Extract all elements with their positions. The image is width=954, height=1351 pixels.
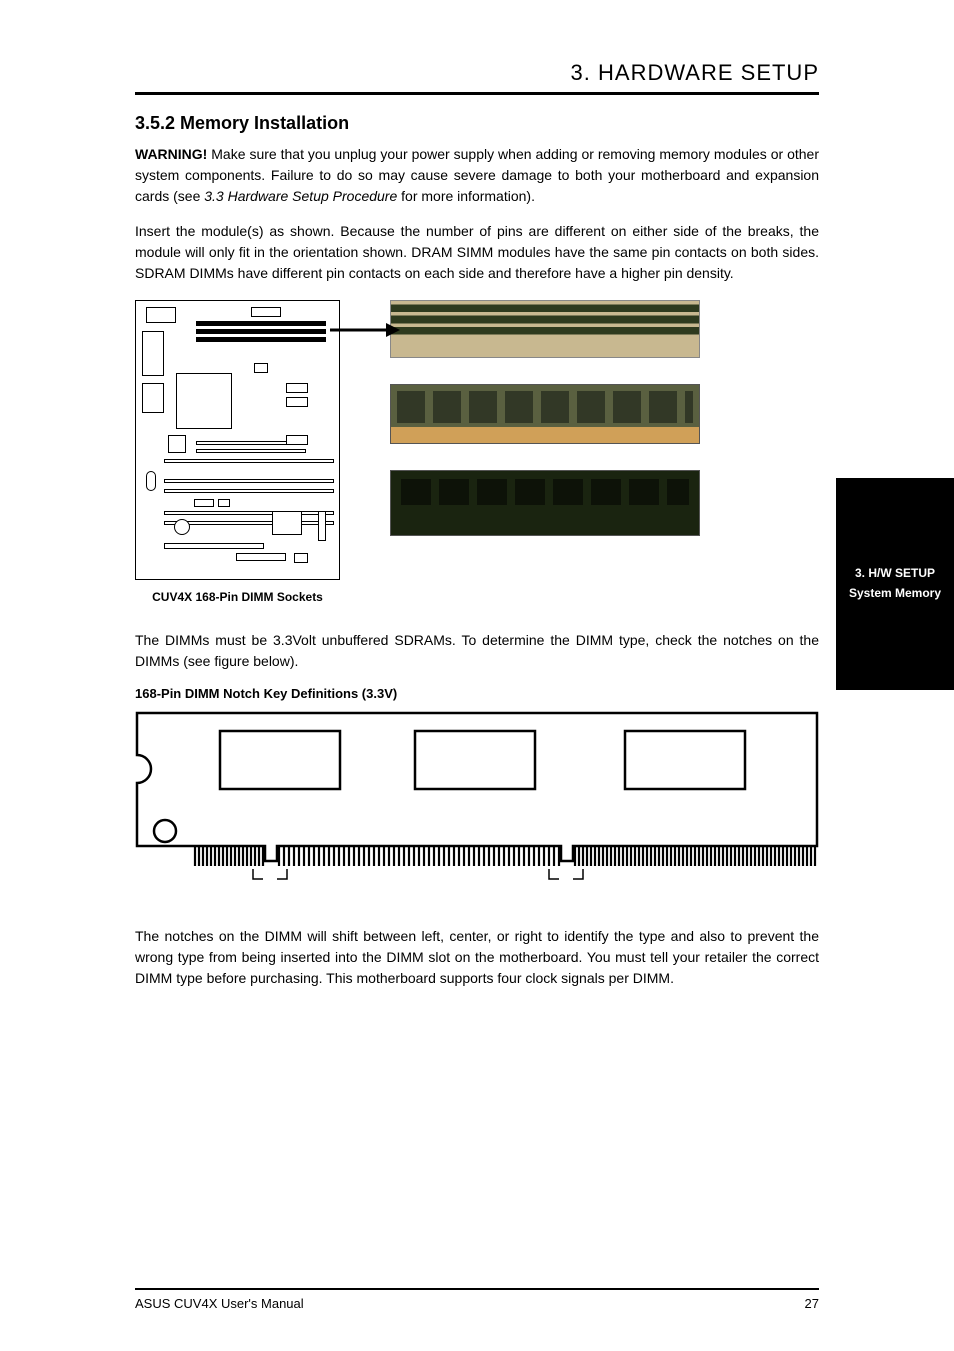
section-title: 3.5.2 Memory Installation: [135, 113, 819, 134]
photo-dimm-installed: [390, 470, 700, 536]
arrow-icon: [330, 320, 400, 340]
caption-row: CUV4X 168-Pin DIMM Sockets: [135, 590, 819, 604]
figure-row: [135, 300, 819, 580]
para3: The notches on the DIMM will shift betwe…: [135, 926, 819, 989]
warning-paragraph: WARNING! Make sure that you unplug your …: [135, 144, 819, 207]
photo-dimm-slots: [390, 300, 700, 358]
dimm-notch-diagram: [135, 711, 819, 916]
page-content: 3. HARDWARE SETUP 3.5.2 Memory Installat…: [0, 0, 954, 1351]
footer-rule: [135, 1288, 819, 1290]
page-header: 3. HARDWARE SETUP: [135, 60, 819, 86]
photo-dimm-module: [390, 384, 700, 444]
para1: Insert the module(s) as shown. Because t…: [135, 221, 819, 284]
dimm-diagram-title: 168-Pin DIMM Notch Key Definitions (3.3V…: [135, 686, 819, 701]
header-rule: [135, 92, 819, 95]
footer-right: 27: [805, 1296, 819, 1311]
caption-photos: [380, 590, 819, 604]
page-footer: ASUS CUV4X User's Manual 27: [135, 1288, 819, 1311]
motherboard-diagram: [135, 300, 340, 580]
dimm-photos: [390, 300, 700, 536]
footer-left: ASUS CUV4X User's Manual: [135, 1296, 304, 1311]
para2: The DIMMs must be 3.3Volt unbuffered SDR…: [135, 630, 819, 672]
caption-mobo: CUV4X 168-Pin DIMM Sockets: [135, 590, 340, 604]
